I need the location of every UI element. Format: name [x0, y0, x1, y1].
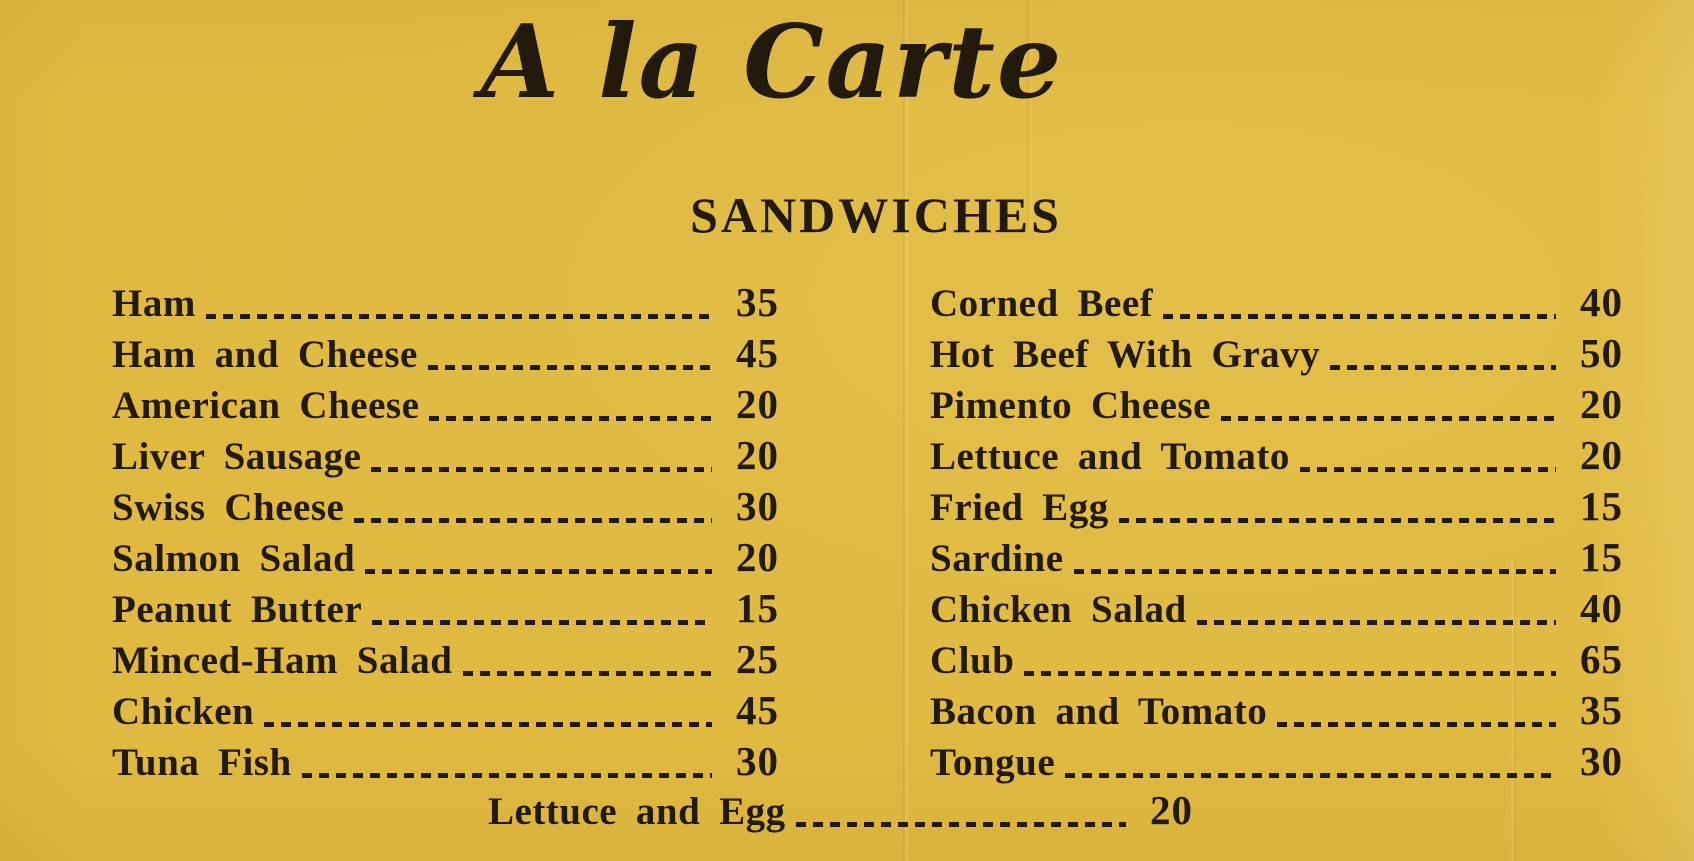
menu-item-row: Hot Beef With Gravy 50 — [930, 328, 1642, 379]
dotted-leader — [301, 773, 712, 778]
dotted-leader — [1163, 314, 1556, 319]
menu-item-price: 30 — [736, 738, 779, 784]
dotted-leader — [1024, 671, 1556, 676]
menu-item-row: Ham and Cheese 45 — [112, 328, 798, 379]
menu-item-name: Hot Beef With Gravy — [930, 333, 1321, 376]
menu-item-row: Swiss Cheese 30 — [112, 481, 798, 532]
menu-item-price: 20 — [736, 381, 779, 427]
menu-item-price: 50 — [1580, 330, 1623, 376]
menu-item-name: Bacon and Tomato — [930, 690, 1268, 733]
menu-item-price: 20 — [1580, 381, 1623, 427]
menu-item-row: Chicken Salad 40 — [930, 583, 1642, 634]
dotted-leader — [371, 467, 712, 472]
page-title: A la Carte — [480, 2, 1064, 121]
menu-item-name: Liver Sausage — [112, 435, 362, 478]
menu-item-price: 45 — [736, 687, 779, 733]
menu-item-name: Corned Beef — [930, 282, 1154, 325]
menu-item-price: 25 — [736, 636, 779, 682]
dotted-leader — [1330, 365, 1556, 370]
menu-item-row: Peanut Butter 15 — [112, 583, 798, 634]
menu-item-price: 30 — [1580, 738, 1623, 784]
menu-item-name: Minced-Ham Salad — [112, 639, 453, 682]
menu-item-name: Tuna Fish — [112, 741, 292, 784]
section-heading: SANDWICHES — [690, 187, 1062, 243]
dotted-leader — [1118, 518, 1556, 523]
menu-item-name: Fried Egg — [930, 486, 1109, 529]
menu-item-row: Bacon and Tomato 35 — [930, 685, 1642, 736]
menu-item-row: American Cheese 20 — [112, 379, 798, 430]
dotted-leader — [264, 722, 712, 727]
menu-item-name: Sardine — [930, 537, 1064, 580]
dotted-leader — [1073, 569, 1556, 574]
dotted-leader — [1196, 620, 1556, 625]
menu-item-row: Lettuce and Tomato 20 — [930, 430, 1642, 481]
dotted-leader — [372, 620, 712, 625]
menu-item-row: Tongue 30 — [930, 736, 1642, 787]
dotted-leader — [1277, 722, 1556, 727]
menu-item-row: Ham 35 — [112, 277, 798, 328]
dotted-leader — [1220, 416, 1556, 421]
footer-menu-item-row: Lettuce and Egg 20 — [488, 785, 1212, 836]
menu-item-name: Lettuce and Egg — [488, 790, 786, 833]
menu-item-name: American Cheese — [112, 384, 420, 427]
dotted-leader — [429, 416, 712, 421]
menu-item-name: Peanut Butter — [112, 588, 363, 631]
menu-item-price: 35 — [736, 279, 779, 325]
menu-item-price: 20 — [1150, 787, 1193, 833]
menu-item-name: Chicken — [112, 690, 255, 733]
menu-item-price: 45 — [736, 330, 779, 376]
dotted-leader — [1299, 467, 1556, 472]
dotted-leader — [462, 671, 712, 676]
menu-item-name: Tongue — [930, 741, 1056, 784]
menu-item-price: 15 — [736, 585, 779, 631]
menu-item-price: 65 — [1580, 636, 1623, 682]
dotted-leader — [205, 314, 712, 319]
menu-item-row: Chicken 45 — [112, 685, 798, 736]
menu-item-row: Pimento Cheese 20 — [930, 379, 1642, 430]
dotted-leader — [354, 518, 712, 523]
menu-item-name: Chicken Salad — [930, 588, 1187, 631]
menu-item-row: Salmon Salad 20 — [112, 532, 798, 583]
menu-item-row: Sardine 15 — [930, 532, 1642, 583]
menu-item-row: Fried Egg 15 — [930, 481, 1642, 532]
menu-item-row: Corned Beef 40 — [930, 277, 1642, 328]
menu-item-name: Club — [930, 639, 1015, 682]
dotted-leader — [427, 365, 712, 370]
menu-item-price: 35 — [1580, 687, 1623, 733]
menu-item-name: Pimento Cheese — [930, 384, 1211, 427]
menu-item-name: Swiss Cheese — [112, 486, 345, 529]
dotted-leader — [795, 822, 1126, 827]
dotted-leader — [1065, 773, 1556, 778]
menu-column-left: Ham 35 Ham and Cheese 45 American Cheese… — [112, 277, 798, 787]
menu-item-price: 30 — [736, 483, 779, 529]
menu-item-price: 20 — [736, 432, 779, 478]
menu-item-row: Tuna Fish 30 — [112, 736, 798, 787]
menu-column-right: Corned Beef 40 Hot Beef With Gravy 50 Pi… — [930, 277, 1642, 787]
menu-item-price: 40 — [1580, 279, 1623, 325]
dotted-leader — [365, 569, 712, 574]
menu-item-name: Ham — [112, 282, 196, 325]
menu-item-row: Liver Sausage 20 — [112, 430, 798, 481]
menu-item-name: Lettuce and Tomato — [930, 435, 1290, 478]
menu-item-name: Salmon Salad — [112, 537, 356, 580]
menu-item-row: Minced-Ham Salad 25 — [112, 634, 798, 685]
menu-item-price: 20 — [1580, 432, 1623, 478]
menu-item-price: 15 — [1580, 483, 1623, 529]
menu-item-price: 20 — [736, 534, 779, 580]
menu-item-price: 40 — [1580, 585, 1623, 631]
menu-item-name: Ham and Cheese — [112, 333, 418, 376]
menu-item-price: 15 — [1580, 534, 1623, 580]
menu-item-row: Club 65 — [930, 634, 1642, 685]
paper-crease — [901, 0, 909, 861]
